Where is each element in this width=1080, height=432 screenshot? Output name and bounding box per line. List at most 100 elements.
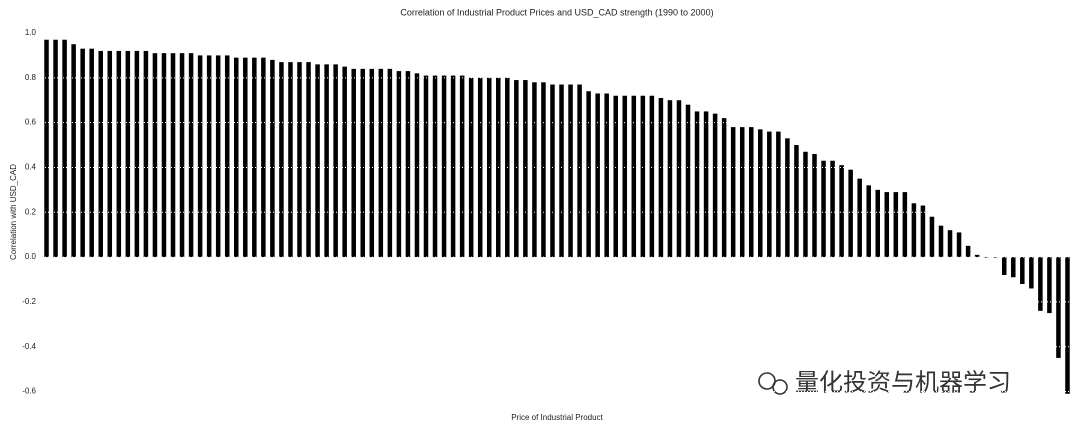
bar <box>459 75 465 258</box>
bar <box>252 57 257 258</box>
y-tick-label: 0.6 <box>25 118 37 127</box>
bar <box>649 95 655 258</box>
bar <box>983 257 989 258</box>
bar <box>830 160 835 258</box>
watermark: 量化投资与机器学习 <box>795 369 1011 396</box>
bar <box>1056 257 1061 358</box>
bar <box>369 68 375 258</box>
bar <box>333 64 338 258</box>
bar <box>550 84 555 258</box>
bar <box>423 75 429 258</box>
bar <box>992 257 998 258</box>
bar <box>794 145 799 258</box>
bar <box>1047 257 1052 314</box>
bar <box>306 62 311 258</box>
bar <box>170 53 176 258</box>
bar <box>44 39 49 258</box>
bar <box>143 50 149 258</box>
bar <box>785 138 790 258</box>
bar <box>206 55 212 258</box>
bar <box>378 68 384 258</box>
bar <box>902 192 908 258</box>
bar <box>1065 257 1070 394</box>
y-tick-label: -0.4 <box>22 342 36 351</box>
bar <box>215 55 221 258</box>
bar <box>324 64 329 258</box>
bar <box>712 113 718 258</box>
bar <box>351 68 356 258</box>
bar <box>875 189 881 258</box>
bar <box>893 192 899 258</box>
bar <box>604 93 609 258</box>
bar <box>667 100 673 258</box>
bar <box>1038 257 1043 311</box>
bar <box>98 50 103 258</box>
bar <box>929 216 935 258</box>
y-axis-label: Correlation with USD_CAD <box>9 164 18 260</box>
y-tick-label: 1.0 <box>25 28 37 37</box>
bar <box>776 131 781 258</box>
bar <box>676 100 682 258</box>
bar <box>748 127 754 258</box>
bar <box>1001 257 1007 275</box>
bar <box>71 44 76 258</box>
y-tick-label: 0.8 <box>25 73 37 82</box>
bar <box>956 232 962 258</box>
bar <box>803 151 808 258</box>
bar <box>288 62 293 258</box>
bar <box>857 178 862 258</box>
bar <box>405 71 411 258</box>
bar <box>432 75 438 258</box>
bar <box>938 225 944 258</box>
bar <box>279 62 284 258</box>
bar <box>631 95 637 258</box>
bar <box>179 53 185 258</box>
bar <box>622 95 628 258</box>
bar <box>947 230 953 258</box>
bar <box>1029 257 1034 289</box>
bar <box>721 118 727 258</box>
bar <box>342 66 347 258</box>
bar <box>396 71 402 258</box>
y-tick-label: 0.2 <box>25 207 37 216</box>
bar <box>116 50 122 258</box>
bar <box>1020 257 1025 284</box>
x-axis-label: Price of Industrial Product <box>511 413 603 422</box>
bar <box>694 111 700 258</box>
bar <box>586 91 591 258</box>
bar <box>866 185 871 258</box>
bar <box>703 111 709 258</box>
bar <box>911 203 917 258</box>
y-tick-label: 0.0 <box>25 252 37 261</box>
bar <box>80 48 85 258</box>
bar <box>523 80 528 258</box>
y-tick-label: -0.6 <box>22 387 36 396</box>
bar <box>541 82 546 258</box>
bar <box>758 129 763 258</box>
bar <box>270 59 275 258</box>
bar <box>387 68 393 258</box>
bar <box>243 57 248 258</box>
y-tick-label: -0.2 <box>22 297 36 306</box>
bar <box>107 50 113 258</box>
bar <box>884 192 890 258</box>
bar <box>89 48 94 258</box>
bar <box>685 104 691 258</box>
bar <box>297 62 302 258</box>
bar <box>812 154 817 258</box>
bar <box>152 53 158 258</box>
bar <box>658 97 664 258</box>
bar <box>360 68 366 258</box>
bar <box>613 95 618 258</box>
bar <box>514 80 519 258</box>
bar <box>848 169 853 258</box>
bar <box>577 84 582 258</box>
bar <box>595 93 600 258</box>
bar <box>974 254 980 258</box>
bar <box>839 165 844 258</box>
bar <box>161 53 167 258</box>
bar <box>640 95 646 258</box>
bar <box>450 75 456 258</box>
bar <box>920 205 926 258</box>
